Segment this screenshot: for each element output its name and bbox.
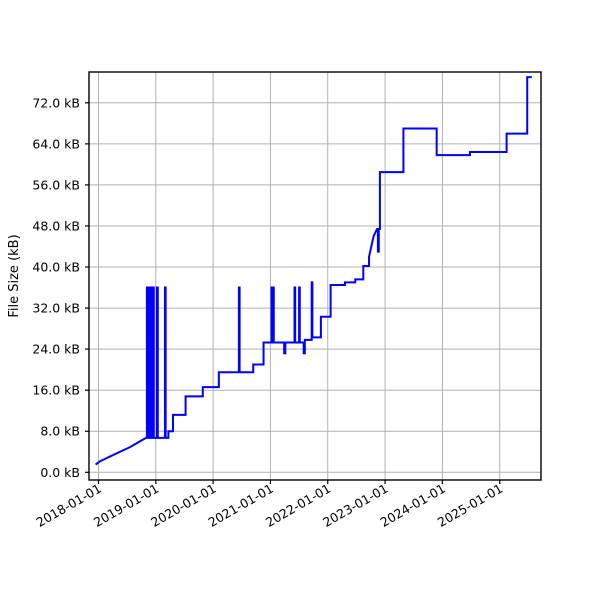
data-series-group (94, 76, 532, 466)
y-tick-label: 8.0 kB (40, 424, 80, 439)
y-tick-label: 16.0 kB (32, 383, 80, 398)
y-tick-label: 64.0 kB (32, 136, 80, 151)
y-tick-label: 72.0 kB (32, 95, 80, 110)
tick-marks (85, 102, 501, 484)
y-tick-label: 0.0 kB (40, 465, 80, 480)
y-tick-label: 56.0 kB (32, 177, 80, 192)
y-tick-label: 48.0 kB (32, 218, 80, 233)
y-axis-title: File Size (kB) (7, 234, 22, 317)
y-tick-label: 40.0 kB (32, 260, 80, 275)
data-line-file-size (94, 76, 532, 466)
y-tick-label: 32.0 kB (32, 301, 80, 316)
axes-frame (88, 71, 542, 481)
y-tick-labels: 0.0 kB 8.0 kB 16.0 kB 24.0 kB 32.0 kB 40.0 kB… (32, 95, 80, 480)
y-tick-label: 24.0 kB (32, 342, 80, 357)
